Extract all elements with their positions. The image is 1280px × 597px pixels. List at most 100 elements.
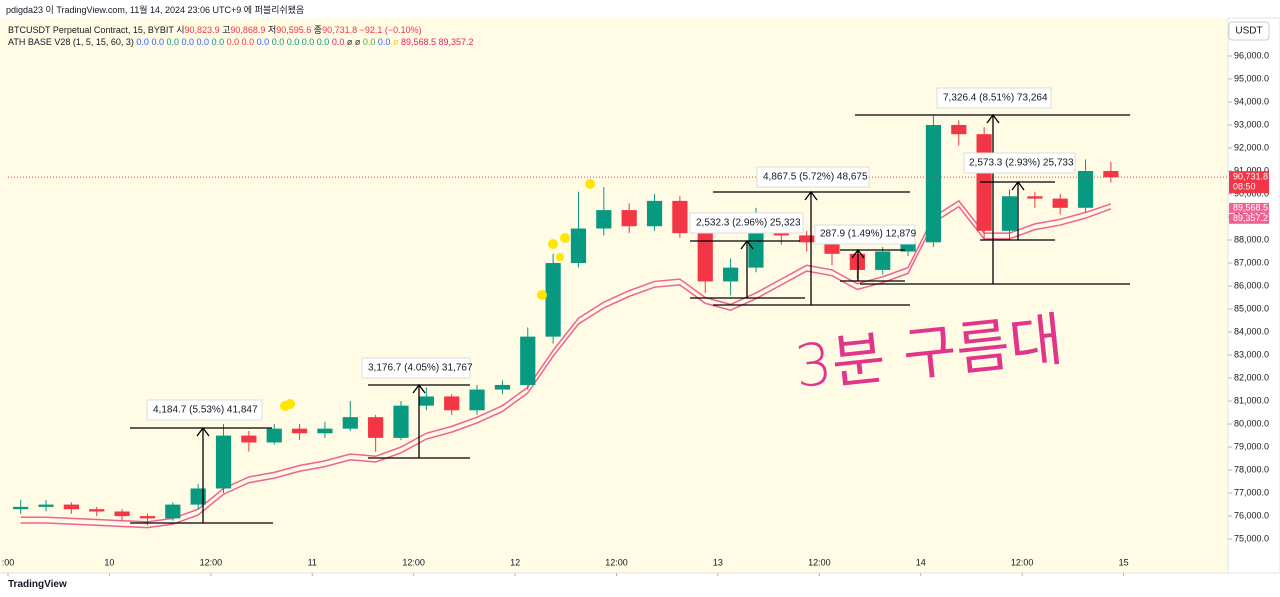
candle-body [13,506,29,510]
candle-body [215,435,232,489]
candle-body [342,417,358,429]
candle-body [241,435,257,443]
candle-body [1052,198,1068,208]
candle-body [63,504,79,510]
candle-body [165,504,181,519]
logo: TradingView [8,579,67,590]
ohlc-value: 90,595.6 [276,25,312,35]
y-tick-label: 86,000.0 [1234,280,1269,290]
indicator-value: 0.0 [301,37,315,47]
indicator-value: 0.0 [136,37,149,47]
candle-body [951,124,967,135]
y-tick-label: 77,000.0 [1234,487,1269,497]
candle-body [1027,196,1043,199]
candle-body [520,336,536,385]
candle-body [291,428,308,434]
y-tick-label: 79,000.0 [1234,441,1269,451]
y-tick-label: 92,000.0 [1234,142,1269,152]
x-tick-label: 12:00 [808,557,831,567]
y-tick-label: 83,000.0 [1234,349,1269,359]
indicator-value: 0.0 [181,37,195,47]
y-tick-label: 81,000.0 [1234,395,1269,405]
signal-dots [280,179,595,411]
indicator-value: 89,357.2 [438,37,474,47]
indicator-value: ø [392,37,399,47]
currency: USDT [1235,26,1262,37]
y-tick-label: 88,000.0 [1234,234,1269,244]
publisher: pdigda23 이 TradingView.com, 11월 14, 2024… [6,5,305,15]
candle-body [545,263,561,337]
ohlc-value: 90,731.8 [322,25,358,35]
plot-bg [0,18,1228,573]
indicator-value: 0.0 [377,37,391,47]
x-tick-label: 10 [104,557,114,567]
indicator-value: 89,568.5 [400,37,437,47]
symbol-title: BTCUSDT Perpetual Contract, 15, BYBIT [8,25,174,35]
y-tick-label: 84,000.0 [1234,326,1269,336]
candle-body [494,384,511,390]
candle-body [190,488,206,505]
candle-body [570,228,587,264]
y-tick-label: 94,000.0 [1234,96,1269,106]
indicator-value: 0.0 [211,37,225,47]
y-tick-label: 75,000.0 [1234,533,1269,543]
candle-body [139,516,156,519]
ohlc-label: 종 [313,25,323,35]
y-tick-label: 85,000.0 [1234,303,1269,313]
legend: BTCUSDT Perpetual Contract, 15, BYBIT 시9… [8,24,474,48]
indicator-value: 0.0 [151,37,164,47]
candle-body [1077,170,1094,208]
indicator-value: 0.0 [271,37,285,47]
annotation: 2,532.3 (2.96%) 25,323 [696,218,801,229]
candle-body [317,428,333,434]
candle-body [824,242,840,254]
ohlc-label: 저 [267,25,277,35]
annotation: 7,326.4 (8.51%) 73,264 [943,93,1048,104]
y-tick-label: 96,000.0 [1234,50,1269,60]
x-tick-label: 12:00 [1011,557,1034,567]
indicator-value: 0.0 [316,37,330,47]
annotation: 2,573.3 (2.93%) 25,733 [969,158,1074,169]
candle-body [646,200,663,227]
indicator-value: 0.0 [166,37,179,47]
ohlc-label: 고 [222,25,231,35]
candle-body [393,405,409,438]
ohlc-label: 시 [176,25,185,35]
x-tick-label: 12:00 [402,557,425,567]
x-tick-label: :00 [2,557,15,567]
band-tag-label: 89,357.2 [1233,213,1268,223]
indicator-value: ø [354,37,361,47]
indicator-name: ATH BASE V28 (1, 5, 15, 60, 3) [8,37,134,47]
indicator-value: 0.0 [226,37,240,47]
candle-body [621,210,637,227]
ohlc-value: 90,823.9 [184,25,220,35]
indicator-value: 0.0 [286,37,300,47]
currency-button[interactable] [1228,21,1270,41]
candle-body [418,396,434,406]
last-price-label: 90,731.8 [1233,172,1268,182]
x-tick-label: 12 [510,557,520,567]
indicator-value: 0.0 [362,37,376,47]
ohlc-value: 90,868.9 [230,25,266,35]
band-tag [1229,213,1269,224]
candle-body [266,428,282,443]
x-tick-label: 13 [713,557,723,567]
y-tick-label: 95,000.0 [1234,73,1269,83]
candle-body [875,251,891,270]
indicator-value: 0.0 [196,37,210,47]
annotation: 4,867.5 (5.72%) 48,675 [763,172,868,183]
indicator-value: 0.0 [256,37,270,47]
candle-body [444,396,460,411]
x-tick-label: 11 [308,557,317,567]
band-tag-label: 89,568.5 [1233,202,1268,212]
annotation: 4,184.7 (5.53%) 41,847 [153,405,258,416]
candle-body [900,242,916,252]
y-tick-label: 76,000.0 [1234,510,1269,520]
indicator-value: 0.0 [241,37,255,47]
y-tick-label: 87,000.0 [1234,257,1269,267]
candle-body [672,200,688,234]
x-tick-label: 14 [916,557,926,567]
measurements: 4,184.7 (5.53%) 41,847 3,176.7 (4.05%) 3… [130,87,1130,524]
